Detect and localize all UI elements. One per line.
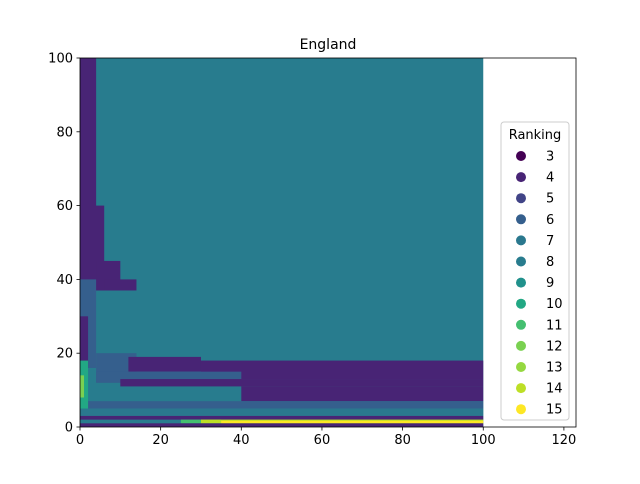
x-tick-label: 80 bbox=[394, 433, 411, 448]
region-ranking-12-17 bbox=[80, 375, 85, 398]
y-tick-label: 60 bbox=[56, 199, 73, 214]
region-ranking-4-11 bbox=[120, 379, 484, 387]
region-ranking-7-14 bbox=[80, 408, 484, 416]
legend-marker-11 bbox=[516, 319, 526, 330]
region-group bbox=[80, 58, 484, 427]
legend-marker-10 bbox=[516, 298, 526, 309]
region-ranking-4-4 bbox=[104, 279, 137, 291]
legend-label-6: 6 bbox=[546, 213, 554, 228]
y-tick-label: 20 bbox=[56, 347, 73, 362]
legend-label-11: 11 bbox=[546, 318, 563, 333]
y-tick-label: 80 bbox=[56, 125, 73, 140]
region-ranking-6-13 bbox=[80, 401, 484, 409]
legend-label-14: 14 bbox=[546, 382, 563, 397]
x-tick-label: 0 bbox=[76, 433, 84, 448]
legend-label-7: 7 bbox=[546, 234, 554, 249]
x-tick-label: 60 bbox=[314, 433, 331, 448]
x-tick-label: 120 bbox=[551, 433, 576, 448]
legend-label-4: 4 bbox=[546, 171, 554, 186]
plot-area bbox=[80, 58, 484, 427]
legend-marker-13 bbox=[516, 362, 526, 372]
legend-marker-5 bbox=[516, 193, 526, 204]
legend: Ranking 3 4 5 6 7 8 9 10 11 12 13 14 15 bbox=[500, 121, 570, 421]
region-ranking-4-21 bbox=[80, 423, 484, 427]
region-ranking-4-8 bbox=[128, 356, 201, 372]
legend-title: Ranking bbox=[509, 128, 562, 143]
legend-label-15: 15 bbox=[546, 403, 563, 418]
legend-label-13: 13 bbox=[546, 361, 563, 376]
region-ranking-6-10 bbox=[96, 371, 242, 383]
legend-label-8: 8 bbox=[546, 255, 554, 270]
legend-marker-12 bbox=[516, 340, 526, 351]
y-tick-label: 40 bbox=[56, 273, 73, 288]
x-tick-label: 20 bbox=[152, 433, 169, 448]
legend-label-10: 10 bbox=[546, 297, 563, 312]
legend-marker-6 bbox=[516, 214, 526, 225]
y-tick-label: 0 bbox=[65, 421, 73, 436]
legend-marker-3 bbox=[516, 151, 526, 161]
region-ranking-4-12 bbox=[241, 386, 484, 402]
legend-label-5: 5 bbox=[546, 192, 554, 207]
legend-marker-8 bbox=[516, 256, 526, 267]
axes: 0 20 40 60 80 100 120 0 20 40 60 80 100 bbox=[48, 52, 577, 448]
region-ranking-4-15 bbox=[80, 415, 484, 420]
legend-marker-4 bbox=[516, 172, 526, 183]
region-ranking-4-9 bbox=[200, 360, 484, 380]
x-tick-label: 100 bbox=[471, 433, 496, 448]
y-tick-label: 100 bbox=[48, 52, 73, 67]
x-tick-label: 40 bbox=[233, 433, 250, 448]
legend-marker-14 bbox=[516, 383, 526, 394]
region-ranking-15-20 bbox=[221, 420, 484, 424]
legend-label-3: 3 bbox=[546, 150, 554, 165]
legend-marker-9 bbox=[516, 277, 526, 288]
plot-frame bbox=[79, 57, 577, 428]
legend-label-12: 12 bbox=[546, 339, 563, 354]
chart-title: England bbox=[300, 37, 357, 53]
legend-marker-7 bbox=[516, 235, 526, 246]
region-ranking-4-6 bbox=[80, 316, 89, 368]
legend-marker-15 bbox=[516, 404, 526, 415]
legend-label-9: 9 bbox=[546, 276, 554, 291]
